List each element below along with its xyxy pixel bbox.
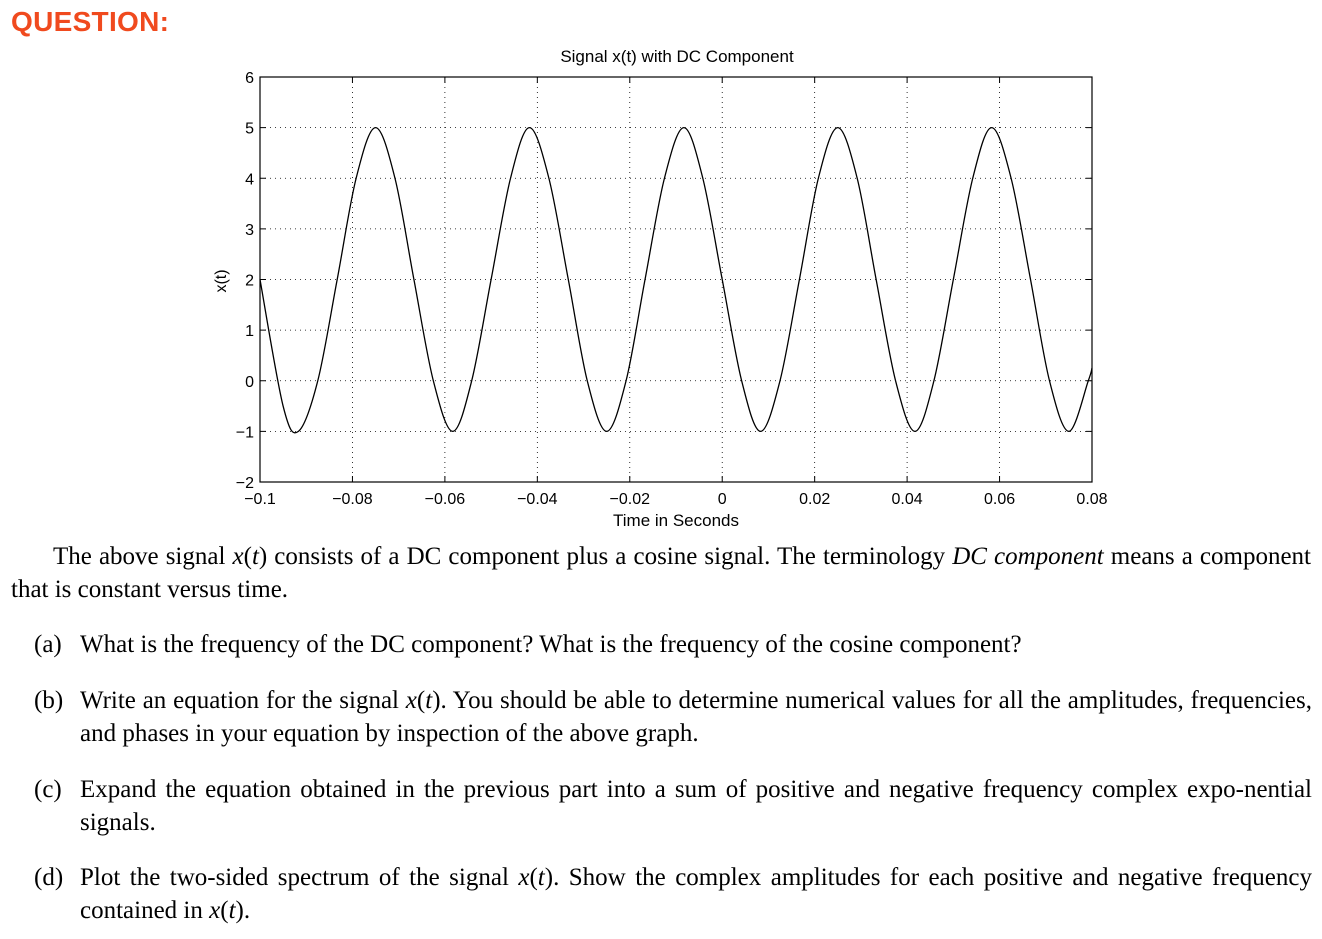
- chart-grid: [260, 77, 1092, 482]
- item-text: Expand the equation obtained in the prev…: [80, 776, 1312, 836]
- chart-ticks: [259, 76, 1093, 483]
- y-tick-labels: −2 −1 0 1 2 3 4 5 6: [236, 70, 254, 492]
- y-tick-label: 5: [245, 121, 254, 138]
- y-tick-label: 6: [245, 70, 254, 87]
- x-tick-label: 0: [718, 491, 727, 508]
- question-item-c: (c) Expand the equation obtained in the …: [34, 773, 1312, 839]
- question-item-a: (a) What is the frequency of the DC comp…: [34, 628, 1312, 661]
- signal-series-line: [259, 126, 1093, 434]
- signal-chart: Signal x(t) with DC Component −0.1 −0.08−…: [213, 47, 1108, 530]
- question-heading: QUESTION:: [11, 6, 170, 37]
- y-axis-label: x(t): [213, 269, 230, 292]
- x-tick-label: 0.04: [892, 491, 923, 508]
- intro-paragraph: The above signal x(t) consists of a DC c…: [11, 543, 1311, 603]
- y-tick-label: 4: [245, 171, 254, 188]
- item-label: (b): [34, 687, 64, 714]
- x-tick-label: −0.08: [332, 491, 373, 508]
- x-axis-label: Time in Seconds: [613, 511, 739, 530]
- item-text: Write an equation for the signal x(t). Y…: [80, 687, 1312, 747]
- x-tick-label: −0.02: [610, 491, 651, 508]
- x-tick-labels: −0.1 −0.08 −0.06 −0.04 −0.02 0 0.02 0.04 0.06 0.0…: [244, 491, 1107, 508]
- dc-component-emphasis: DC component: [952, 543, 1104, 570]
- question-item-d: (d) Plot the two-sided spectrum of the s…: [34, 861, 1312, 927]
- x-tick-label: 0.06: [984, 491, 1015, 508]
- x-tick-label: −0.1: [244, 491, 276, 508]
- y-tick-label: −1: [236, 424, 254, 441]
- y-tick-label: 3: [245, 222, 254, 239]
- item-label: (a): [34, 631, 62, 658]
- y-tick-label: 0: [245, 374, 254, 391]
- y-tick-label: 1: [245, 323, 254, 340]
- x-tick-label: −0.06: [425, 491, 466, 508]
- chart-title: Signal x(t) with DC Component: [560, 47, 794, 66]
- item-text: What is the frequency of the DC componen…: [80, 631, 1022, 658]
- item-label: (c): [34, 776, 62, 803]
- item-label: (d): [34, 864, 64, 891]
- x-tick-label: −0.04: [517, 491, 558, 508]
- item-text: Plot the two-sided spectrum of the signa…: [80, 864, 1312, 924]
- x-tick-label: 0.02: [799, 491, 830, 508]
- question-item-b: (b) Write an equation for the signal x(t…: [34, 684, 1312, 750]
- y-tick-label: −2: [236, 475, 254, 492]
- y-tick-label: 2: [245, 273, 254, 290]
- x-tick-label: 0.08: [1076, 491, 1107, 508]
